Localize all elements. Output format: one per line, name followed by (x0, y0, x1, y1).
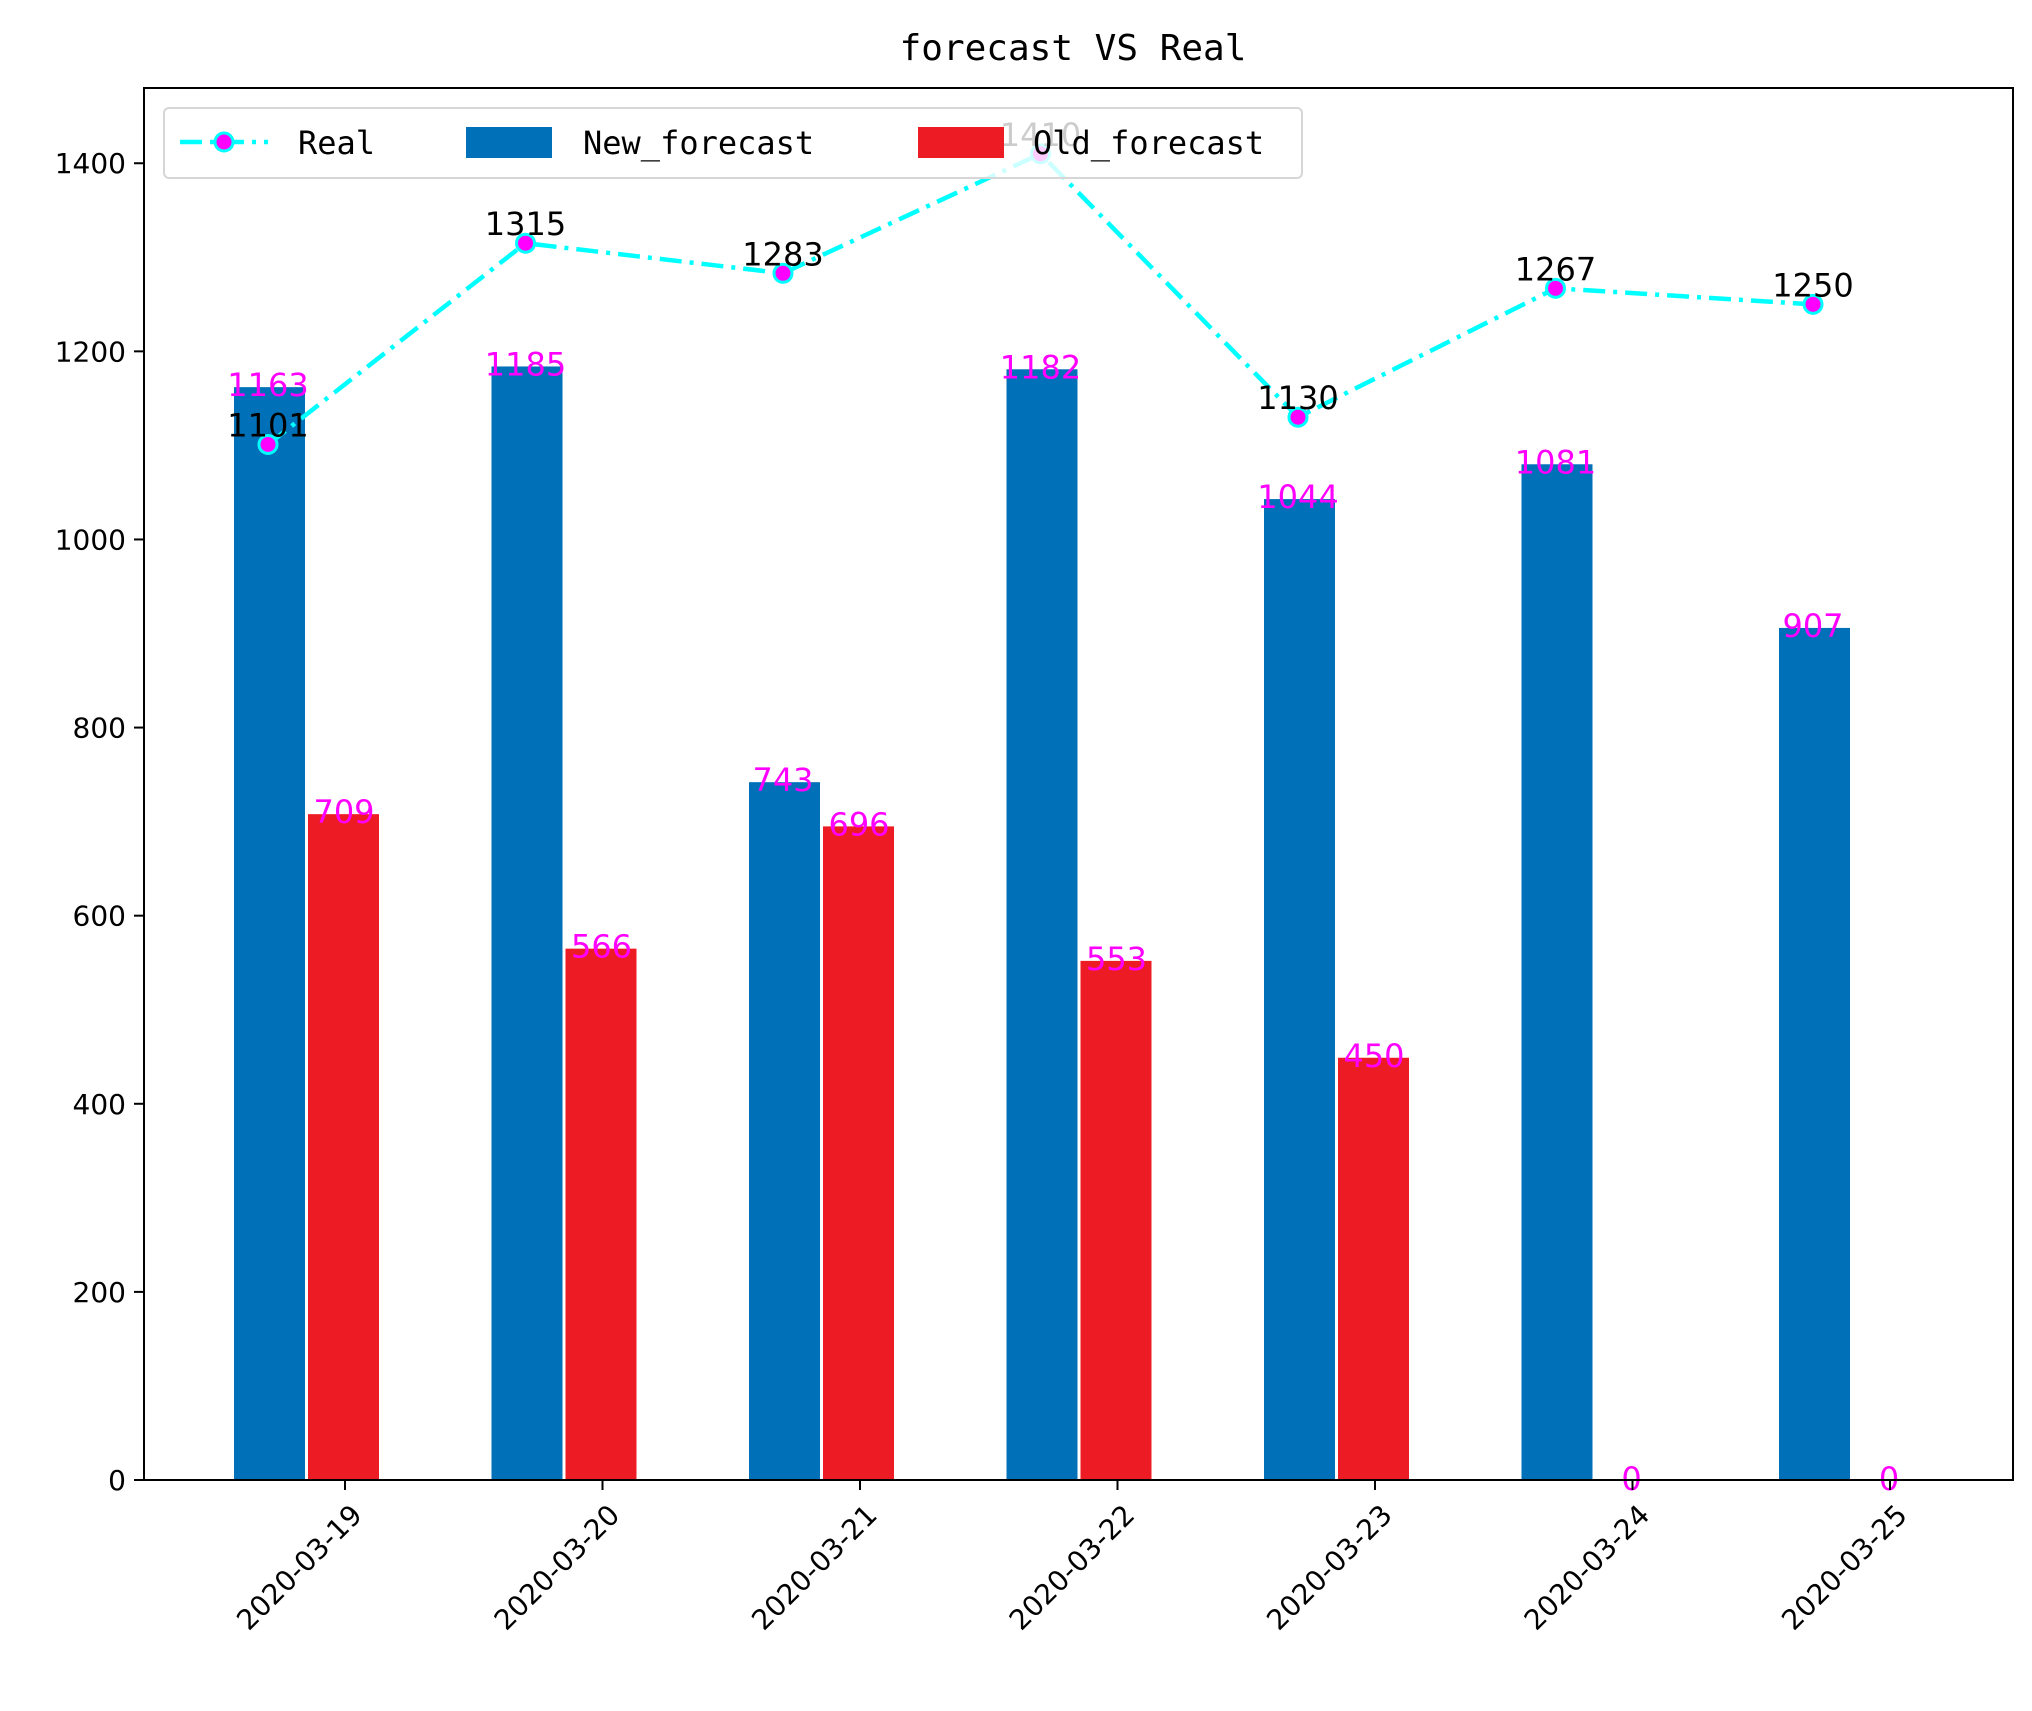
real-data-label: 1267 (1515, 250, 1596, 288)
bar-new-forecast (1262, 497, 1337, 1481)
y-tick-label: 1000 (55, 523, 126, 556)
real-point (1802, 293, 1824, 315)
bar-new-forecast (232, 385, 307, 1481)
legend-new-forecast-label: New_forecast (583, 124, 814, 162)
bar-old-forecast (306, 812, 381, 1481)
legend-box (163, 107, 1303, 179)
y-tick-label: 1200 (55, 335, 126, 368)
y-tick-label: 400 (73, 1088, 126, 1121)
old-forecast-data-label: 566 (571, 928, 632, 966)
bars-layer (232, 364, 1852, 1481)
real-data-label: 1130 (1257, 379, 1338, 417)
legend-old-forecast-swatch (918, 127, 1004, 158)
y-tick-label: 0 (108, 1464, 126, 1497)
real-point (515, 232, 536, 254)
new-forecast-data-label: 1182 (1000, 348, 1081, 386)
new-forecast-data-label: 1044 (1257, 478, 1338, 516)
new-forecast-data-label: 907 (1782, 607, 1843, 645)
old-forecast-data-label: 450 (1343, 1037, 1404, 1075)
bar-new-forecast (747, 780, 822, 1481)
legend: Real New_forecast Old_forecast (163, 107, 1303, 179)
bar-new-forecast (1004, 367, 1080, 1481)
real-data-label: 1315 (485, 205, 566, 243)
legend-real-marker (213, 131, 235, 153)
bar-new-forecast (1519, 462, 1595, 1481)
bar-old-forecast (1078, 958, 1154, 1481)
bar-old-forecast (821, 824, 896, 1481)
real-point (257, 433, 279, 455)
y-tick-label: 800 (73, 712, 126, 745)
bar-old-forecast (563, 946, 639, 1481)
new-forecast-data-label: 1185 (485, 345, 566, 383)
bar-old-forecast (1336, 1055, 1411, 1481)
real-point (1287, 406, 1309, 428)
real-data-label: 1283 (742, 235, 823, 273)
real-data-label: 1101 (227, 406, 308, 444)
legend-old-forecast-label: Old_forecast (1033, 124, 1264, 162)
old-forecast-data-label: 553 (1086, 940, 1147, 978)
legend-real-label: Real (298, 124, 375, 162)
bar-new-forecast (489, 364, 565, 1481)
old-forecast-data-label: 696 (828, 805, 889, 843)
real-point (1545, 277, 1566, 299)
new-forecast-data-label: 1163 (227, 366, 308, 404)
plot-frame (143, 87, 2014, 1481)
y-tick-label: 200 (73, 1276, 126, 1309)
new-forecast-data-label: 743 (752, 761, 813, 799)
real-data-label: 1250 (1772, 266, 1853, 304)
old-forecast-data-label: 709 (313, 793, 374, 831)
bar-new-forecast (1777, 625, 1852, 1481)
new-forecast-data-label: 1081 (1515, 443, 1596, 481)
real-point (772, 262, 794, 284)
y-tick-label: 600 (73, 900, 126, 933)
chart-title: forecast VS Real (900, 28, 1247, 69)
legend-new-forecast-swatch (466, 127, 552, 158)
y-tick-label: 1400 (55, 147, 126, 180)
